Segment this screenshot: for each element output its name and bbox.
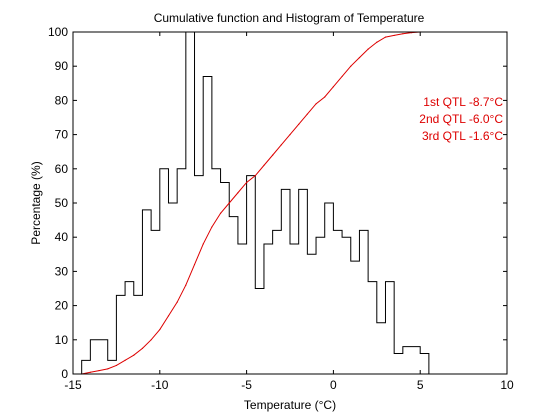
cumulative-point	[211, 226, 213, 228]
cumulative-point	[324, 96, 326, 98]
y-tick-label: 80	[55, 93, 69, 107]
y-tick-label: 60	[55, 162, 69, 176]
quantile-annotations: 1st QTL -8.7°C 2nd QTL -6.0°C 3rd QTL -1.6…	[419, 95, 503, 143]
cumulative-point	[115, 364, 117, 367]
cumulative-point	[272, 154, 274, 156]
cumulative-point	[185, 284, 187, 286]
y-tick-label: 90	[55, 59, 69, 73]
y-tick-label: 30	[55, 264, 69, 278]
plot-area	[81, 31, 508, 375]
cumulative-point	[315, 103, 317, 105]
y-tick-label: 20	[55, 299, 69, 313]
cumulative-point	[228, 202, 230, 204]
cumulative-point	[298, 123, 300, 125]
quantile-label: 3rd QTL -1.6°C	[422, 129, 503, 143]
cumulative-point	[202, 243, 204, 245]
x-tick-label: -15	[64, 378, 82, 392]
y-tick-label: 50	[55, 196, 69, 210]
cumulative-point	[254, 175, 256, 177]
y-tick-label: 100	[48, 25, 68, 39]
x-tick-label: 0	[330, 378, 337, 392]
cumulative-point	[367, 48, 369, 50]
cumulative-point	[393, 34, 395, 37]
cumulative-point	[133, 354, 135, 356]
x-tick-label: -5	[241, 378, 252, 392]
quantile-label: 2nd QTL -6.0°C	[419, 112, 503, 126]
cumulative-point	[384, 36, 387, 38]
cumulative-point	[237, 192, 239, 194]
y-tick-label: 10	[55, 333, 69, 347]
cumulative-point	[341, 75, 343, 78]
cumulative-point	[402, 33, 404, 35]
cumulative-point	[150, 339, 152, 341]
cumulative-point	[246, 181, 248, 184]
cumulative-point	[280, 144, 282, 146]
y-tick-label: 0	[61, 367, 68, 381]
cumulative-point	[89, 371, 91, 373]
x-tick-label: 10	[500, 378, 514, 392]
x-tick-label: 5	[417, 378, 424, 392]
y-tick-label: 40	[55, 230, 69, 244]
cumulative-point	[98, 369, 100, 372]
cumulative-point	[193, 263, 196, 266]
cumulative-point	[141, 347, 144, 349]
cumulative-point	[306, 113, 308, 115]
quantile-label: 1st QTL -8.7°C	[423, 95, 503, 109]
cumulative-point	[107, 368, 109, 370]
cumulative-point	[376, 41, 378, 43]
cumulative-point	[219, 212, 222, 214]
y-tick-label: 70	[55, 128, 69, 142]
x-tick-label: -10	[151, 378, 169, 392]
cumulative-point	[332, 86, 334, 88]
histogram-series	[81, 31, 430, 374]
cumulative-point	[159, 328, 161, 331]
cumulative-point	[358, 57, 361, 59]
cumulative-point	[167, 315, 170, 317]
chart-title: Cumulative function and Histogram of Tem…	[154, 11, 425, 25]
cumulative-point	[124, 359, 126, 361]
cumulative-point	[350, 65, 352, 67]
cumulative-point	[263, 164, 265, 166]
y-axis-label: Percentage (%)	[29, 161, 43, 244]
cumulative-point	[289, 134, 291, 136]
cumulative-point	[176, 301, 178, 303]
x-axis-label: Temperature (°C)	[244, 398, 336, 412]
